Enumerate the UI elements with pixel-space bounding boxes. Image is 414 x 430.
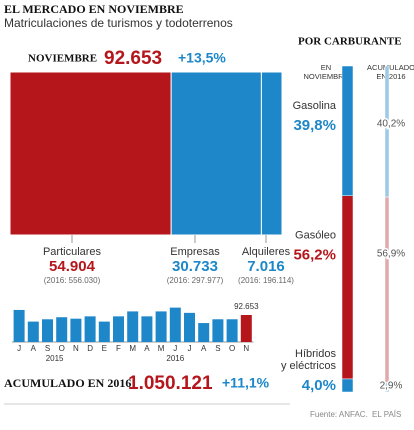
month-label: J: [17, 344, 21, 353]
month-bar: [127, 311, 139, 342]
segment-name: Alquileres: [242, 246, 291, 258]
november-change: +13,5%: [178, 50, 226, 66]
month-bar: [70, 318, 82, 342]
month-bar: [226, 319, 238, 342]
fuel-accumulated-value: 56,9%: [377, 248, 405, 259]
fuel-accumulated-bar: [384, 65, 390, 198]
month-bar: [155, 311, 167, 342]
segment-block: [260, 71, 283, 236]
segment-block: [170, 71, 262, 236]
month-label: D: [87, 344, 93, 353]
month-label: E: [102, 344, 107, 353]
fuel-november-bar: [341, 378, 354, 393]
month-bar: [141, 316, 153, 342]
source: Fuente: ANFAC.: [310, 410, 368, 419]
november-label: NOVIEMBRE: [28, 53, 97, 65]
month-label: F: [116, 344, 121, 353]
segment-name: Empresas: [170, 246, 220, 258]
month-label: N: [243, 344, 249, 353]
fuel-november-value: 4,0%: [302, 377, 336, 394]
month-label: A: [144, 344, 150, 353]
segment-name: Particulares: [43, 246, 102, 258]
month-bar: [98, 321, 110, 342]
subtitle: Matriculaciones de turismos y todoterren…: [4, 16, 233, 30]
segment-value: 30.733: [172, 258, 218, 275]
month-bar: [169, 307, 181, 342]
column-header: EN 2016: [376, 72, 405, 81]
month-label: M: [129, 344, 136, 353]
segment-note: (2016: 196.114): [238, 276, 294, 285]
fuel-november-bar: [341, 195, 354, 380]
month-bar: [212, 319, 224, 342]
month-label: J: [173, 344, 177, 353]
fuel-november-bar: [341, 65, 354, 196]
fuel-accumulated-bar: [384, 196, 390, 383]
fuel-accumulated-value: 2,9%: [380, 381, 403, 392]
month-bar: [56, 317, 68, 342]
month-label: S: [45, 344, 50, 353]
fuel-november-value: 39,8%: [293, 117, 336, 134]
month-bar: [13, 309, 25, 342]
fuel-name: Gasóleo: [295, 230, 336, 242]
month-label: S: [215, 344, 220, 353]
month-bar: [42, 319, 53, 342]
title: EL MERCADO EN NOVIEMBRE: [4, 2, 184, 16]
month-bar: [84, 316, 96, 342]
month-bar: [184, 312, 195, 342]
accumulated-label: ACUMULADO EN 2016: [4, 376, 131, 390]
fuel-accumulated-bar: [384, 382, 390, 393]
month-label: N: [73, 344, 79, 353]
column-header: EN: [321, 63, 331, 72]
fuel-accumulated-value: 40,2%: [377, 119, 405, 130]
brand: EL PAÍS: [372, 410, 401, 419]
month-label: J: [188, 344, 192, 353]
segment-value: 54.904: [49, 258, 96, 275]
accumulated-change: +11,1%: [222, 375, 270, 391]
year-label: 2015: [46, 354, 64, 363]
month-bar: [240, 315, 252, 342]
fuel-name: Gasolina: [293, 100, 337, 112]
segment-block: [9, 71, 172, 236]
fuel-november-value: 56,2%: [293, 247, 336, 264]
month-label: M: [158, 344, 165, 353]
accumulated-total: 1.050.121: [128, 373, 213, 394]
segment-note: (2016: 297.977): [167, 276, 224, 285]
month-bar: [27, 321, 39, 342]
fuel-title: POR CARBURANTE: [298, 36, 402, 48]
column-header: NOVIEMBRE: [303, 72, 348, 81]
bar-value-label: 92.653: [234, 302, 259, 311]
segment-value: 7.016: [247, 258, 285, 275]
fuel-name: Híbridos: [295, 348, 336, 360]
november-total: 92.653: [104, 48, 162, 69]
column-header: ACUMULADO: [367, 63, 414, 72]
month-bar: [113, 316, 124, 342]
year-label: 2016: [166, 354, 184, 363]
fuel-name: y eléctricos: [281, 360, 337, 372]
month-label: O: [59, 344, 65, 353]
month-label: A: [201, 344, 207, 353]
month-label: A: [31, 344, 37, 353]
month-label: O: [229, 344, 235, 353]
segment-note: (2016: 556.030): [44, 276, 101, 285]
month-bar: [198, 323, 210, 342]
